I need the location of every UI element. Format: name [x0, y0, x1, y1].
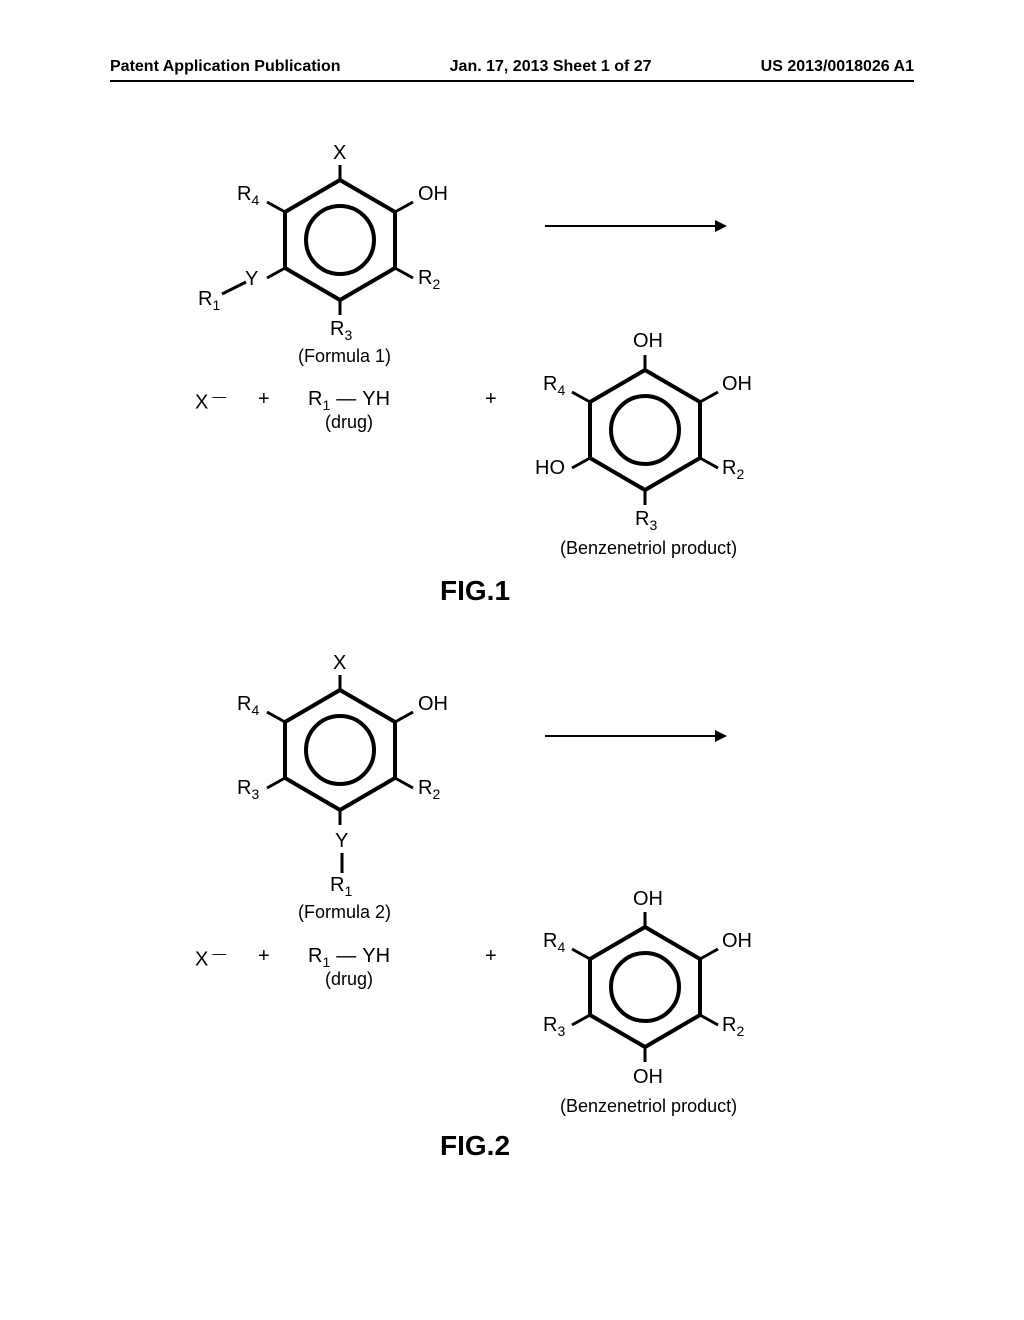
f2-r2-top: OH: [633, 888, 663, 911]
f2-r1-y: Y: [335, 830, 348, 853]
f1-drug-caption: (drug): [325, 412, 373, 433]
f1-r2-bl: HO: [535, 457, 565, 480]
f2-r1-x: X: [333, 652, 346, 675]
f2-r1-r3: R3: [237, 777, 259, 802]
f1-r2-tl: R4: [543, 373, 565, 398]
f1-eq-x: X—: [195, 388, 226, 415]
formula1-ring: [265, 165, 415, 315]
fig1-title: FIG.1: [440, 575, 510, 607]
f1-r1-r2: R2: [418, 267, 440, 292]
figure-1: X OH R2 R3 Y R1 R4 (Formula 1) X— + R1—Y…: [0, 130, 1024, 650]
f2-r1-oh: OH: [418, 693, 448, 716]
f1-r1-x: X: [333, 142, 346, 165]
f2-r2-tl: R4: [543, 930, 565, 955]
f2-drug-caption: (drug): [325, 969, 373, 990]
f1-r2-r: R2: [722, 457, 744, 482]
header-divider: [110, 80, 914, 82]
header-center: Jan. 17, 2013 Sheet 1 of 27: [450, 58, 652, 76]
f1-r1-ybond: [218, 278, 248, 298]
f1-r2-tr: OH: [722, 373, 752, 396]
f2-r2-tr: OH: [722, 930, 752, 953]
f1-r1-r3: R3: [330, 318, 352, 343]
f2-eq-drug: R1—YH: [308, 945, 390, 970]
f1-r2-top: OH: [633, 330, 663, 353]
f2-r1-r4: R4: [237, 693, 259, 718]
fig2-title: FIG.2: [440, 1130, 510, 1162]
f1-r1-r4: R4: [237, 183, 259, 208]
f2-eq-plus2: +: [485, 945, 497, 968]
f1-eq-plus1: +: [258, 388, 270, 411]
product2-caption: (Benzenetriol product): [560, 1096, 737, 1117]
fig2-arrow: [545, 735, 725, 737]
product1-ring: [570, 355, 720, 505]
f2-r1-r2: R2: [418, 777, 440, 802]
f1-r1-r1: R1: [198, 288, 220, 313]
header-right: US 2013/0018026 A1: [761, 58, 914, 76]
f1-eq-drug: R1—YH: [308, 388, 390, 413]
product1-caption: (Benzenetriol product): [560, 538, 737, 559]
f1-r1-oh: OH: [418, 183, 448, 206]
formula1-caption: (Formula 1): [298, 346, 391, 367]
formula2-caption: (Formula 2): [298, 902, 391, 923]
f2-eq-x: X—: [195, 945, 226, 972]
figure-2: X OH R2 Y R1 R3 R4 (Formula 2) X— + R1—Y…: [0, 640, 1024, 1260]
f2-r1-ybond: [337, 853, 347, 875]
f2-r2-b: OH: [633, 1066, 663, 1089]
f2-r2-r: R2: [722, 1014, 744, 1039]
page-header: Patent Application Publication Jan. 17, …: [0, 58, 1024, 76]
product2-ring: [570, 912, 720, 1062]
formula2-ring: [265, 675, 415, 825]
f2-eq-plus1: +: [258, 945, 270, 968]
f1-eq-plus2: +: [485, 388, 497, 411]
f2-r2-bl: R3: [543, 1014, 565, 1039]
header-left: Patent Application Publication: [110, 58, 341, 76]
f2-r1-r1: R1: [330, 874, 352, 899]
f1-r2-b: R3: [635, 508, 657, 533]
fig1-arrow: [545, 225, 725, 227]
